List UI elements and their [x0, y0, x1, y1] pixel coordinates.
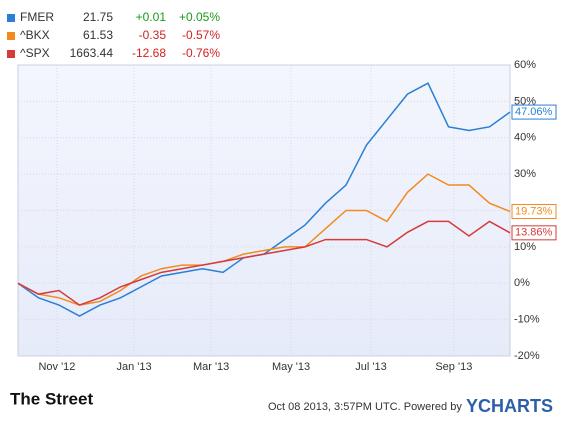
ycharts-logo: YCHARTS: [466, 396, 553, 416]
y-tick-label: 50%: [514, 95, 536, 107]
x-tick-label: Sep '13: [435, 361, 472, 373]
legend-change: -12.68: [132, 46, 166, 60]
y-tick-label: 40%: [514, 132, 536, 144]
legend-change-pct: +0.05%: [179, 10, 220, 24]
legend-price: 61.53: [83, 28, 113, 42]
legend-name: ^SPX: [20, 46, 50, 60]
legend-change-pct: -0.57%: [182, 28, 220, 42]
legend-change-pct: -0.76%: [182, 46, 220, 60]
x-tick-label: Mar '13: [193, 361, 229, 373]
legend-change: +0.01: [136, 10, 167, 24]
y-tick-label: -10%: [514, 314, 540, 326]
legend-name: FMER: [20, 10, 54, 24]
end-label-box: [511, 225, 557, 241]
series-line: [17, 173, 511, 306]
x-tick-label: Jan '13: [116, 361, 151, 373]
y-tick-label: 10%: [514, 241, 536, 253]
x-tick-label: May '13: [272, 361, 310, 373]
end-label: 19.73%: [515, 205, 553, 217]
y-tick-label: 60%: [514, 59, 536, 71]
legend-change: -0.35: [139, 28, 167, 42]
end-label-box: [511, 104, 557, 120]
y-tick-label: 30%: [514, 168, 536, 180]
legend-swatch: [7, 50, 15, 58]
brand: The Street: [10, 389, 93, 408]
end-label: 47.06%: [515, 106, 553, 118]
legend-name: ^BKX: [20, 28, 50, 42]
legend-swatch: [7, 14, 15, 22]
end-label: 13.86%: [515, 227, 553, 239]
legend-price: 21.75: [83, 10, 113, 24]
series-line: [17, 220, 511, 306]
legend-price: 1663.44: [70, 46, 114, 60]
y-tick-label: -20%: [514, 350, 540, 362]
y-tick-label: 0%: [514, 277, 530, 289]
x-tick-label: Jul '13: [355, 361, 386, 373]
x-tick-label: Nov '12: [38, 361, 75, 373]
timestamp: Oct 08 2013, 3:57PM UTC. Powered by: [268, 401, 462, 413]
legend-swatch: [7, 32, 15, 40]
end-label-box: [511, 203, 557, 219]
